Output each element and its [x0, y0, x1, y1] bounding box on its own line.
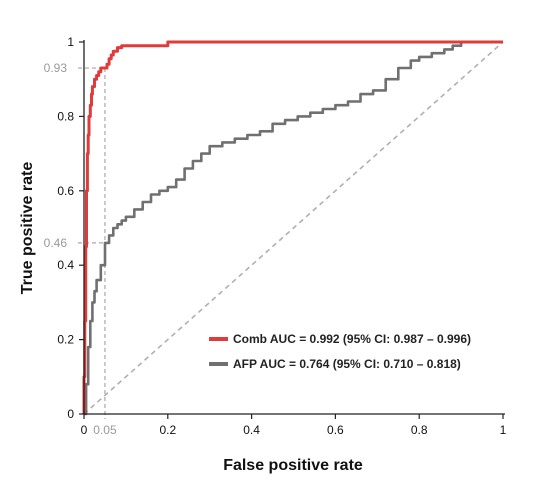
axes-layer — [83, 40, 505, 415]
y-tick-label: 0 — [67, 407, 74, 421]
x-tick-label: 0.4 — [243, 423, 260, 437]
y-axis-title: True positive rate — [19, 162, 36, 295]
legend-label-comb: Comb AUC = 0.992 (95% CI: 0.987 – 0.996) — [233, 332, 471, 346]
legend: Comb AUC = 0.992 (95% CI: 0.987 – 0.996)… — [209, 332, 471, 371]
y-tick-label: 1 — [67, 35, 74, 49]
legend-label-afp: AFP AUC = 0.764 (95% CI: 0.710 – 0.818) — [233, 357, 461, 371]
x-annotation-label: 0.05 — [93, 423, 117, 437]
y-tick-label: 0.8 — [57, 109, 74, 123]
y-annotation-label: 0.93 — [44, 61, 68, 75]
reference-layer — [83, 41, 504, 415]
tick-layer: 0 0.2 0.4 0.6 0.8 1 0 0.2 0.4 0.6 0.8 1 — [57, 35, 506, 437]
x-tick-label: 0.6 — [327, 423, 344, 437]
series-layer — [82, 40, 503, 416]
x-tick-label: 0.8 — [411, 423, 428, 437]
reference-diagonal-line — [83, 41, 504, 415]
y-annotation-label: 0.46 — [44, 236, 68, 250]
x-tick-label: 0.2 — [159, 423, 176, 437]
series-line-afp — [84, 40, 503, 416]
x-tick-label: 0 — [81, 423, 88, 437]
y-tick-label: 0.4 — [57, 258, 74, 272]
series-line-comb — [82, 40, 503, 414]
y-tick-label: 0.2 — [57, 333, 74, 347]
x-axis-title: False positive rate — [223, 457, 363, 474]
y-tick-label: 0.6 — [57, 184, 74, 198]
x-tick-label: 1 — [500, 423, 507, 437]
